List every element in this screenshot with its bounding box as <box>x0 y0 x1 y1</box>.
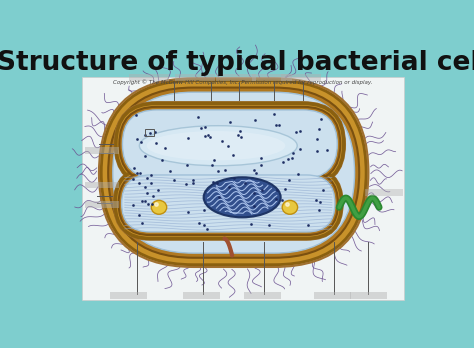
FancyBboxPatch shape <box>122 175 335 232</box>
FancyBboxPatch shape <box>108 88 359 258</box>
FancyBboxPatch shape <box>85 182 119 189</box>
Text: Structure of typical bacterial cell: Structure of typical bacterial cell <box>0 50 474 76</box>
Text: Copyright © The McGraw-Hill Companies, Inc. Permission required for reproduction: Copyright © The McGraw-Hill Companies, I… <box>113 79 373 85</box>
FancyBboxPatch shape <box>115 168 341 238</box>
FancyBboxPatch shape <box>114 102 346 187</box>
FancyBboxPatch shape <box>114 167 343 240</box>
FancyBboxPatch shape <box>281 74 321 81</box>
Ellipse shape <box>146 131 285 160</box>
FancyBboxPatch shape <box>183 292 220 299</box>
FancyBboxPatch shape <box>113 92 355 253</box>
Ellipse shape <box>139 126 297 166</box>
Ellipse shape <box>151 200 167 214</box>
FancyBboxPatch shape <box>216 74 256 81</box>
FancyBboxPatch shape <box>101 81 366 265</box>
FancyBboxPatch shape <box>129 74 169 81</box>
FancyBboxPatch shape <box>175 74 215 81</box>
FancyBboxPatch shape <box>365 189 403 196</box>
FancyBboxPatch shape <box>350 292 387 299</box>
FancyBboxPatch shape <box>85 201 119 208</box>
FancyBboxPatch shape <box>122 110 337 179</box>
FancyBboxPatch shape <box>314 292 351 299</box>
FancyBboxPatch shape <box>119 107 340 182</box>
Ellipse shape <box>204 177 281 217</box>
FancyBboxPatch shape <box>82 77 404 300</box>
FancyBboxPatch shape <box>118 172 338 235</box>
FancyBboxPatch shape <box>85 147 119 154</box>
FancyBboxPatch shape <box>116 103 344 185</box>
Ellipse shape <box>282 200 298 214</box>
FancyBboxPatch shape <box>99 78 368 267</box>
FancyBboxPatch shape <box>245 292 282 299</box>
FancyBboxPatch shape <box>109 292 146 299</box>
Bar <box>145 129 155 136</box>
FancyBboxPatch shape <box>252 74 292 81</box>
